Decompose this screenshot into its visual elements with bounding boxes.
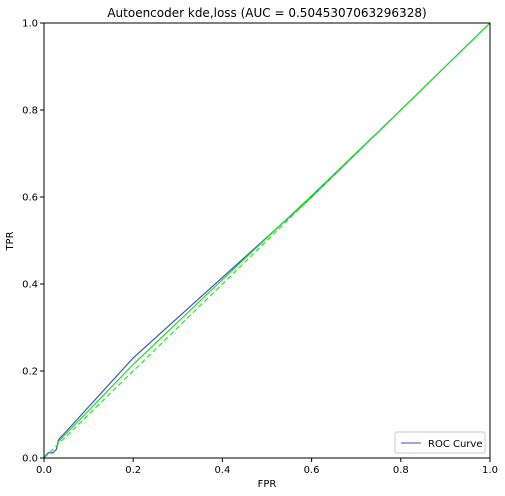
x-tick-label: 0.8	[393, 465, 409, 476]
y-tick-label: 0.6	[22, 193, 38, 204]
legend-box	[394, 431, 486, 454]
x-tick-label: 0.4	[214, 465, 230, 476]
plot-frame	[43, 22, 491, 459]
chart-title: Autoencoder kde,loss (AUC = 0.5045307063…	[107, 6, 426, 20]
x-tick-label: 1.0	[482, 465, 498, 476]
series-layer	[43, 22, 491, 459]
legend: ROC Curve	[394, 431, 486, 454]
series-line-2	[56, 22, 491, 444]
y-tick-label: 0.4	[22, 280, 38, 291]
x-tick-label: 0.6	[304, 465, 320, 476]
y-tick-label: 0.8	[22, 106, 38, 117]
y-tick-label: 0.0	[22, 454, 38, 465]
series-line-0	[43, 22, 491, 459]
y-tick-label: 0.2	[22, 367, 38, 378]
y-axis-label: TPR	[5, 231, 16, 251]
x-ticks: 0.0 0.2 0.4 0.6 0.8 1.0	[36, 458, 498, 476]
legend-label-roc-curve: ROC Curve	[428, 439, 482, 450]
x-axis-label: FPR	[258, 479, 277, 490]
x-tick-label: 0.0	[36, 465, 52, 476]
y-ticks: 0.0 0.2 0.4 0.6 0.8 1.0	[22, 19, 44, 465]
x-tick-label: 0.2	[125, 465, 141, 476]
y-tick-label: 1.0	[22, 19, 38, 30]
